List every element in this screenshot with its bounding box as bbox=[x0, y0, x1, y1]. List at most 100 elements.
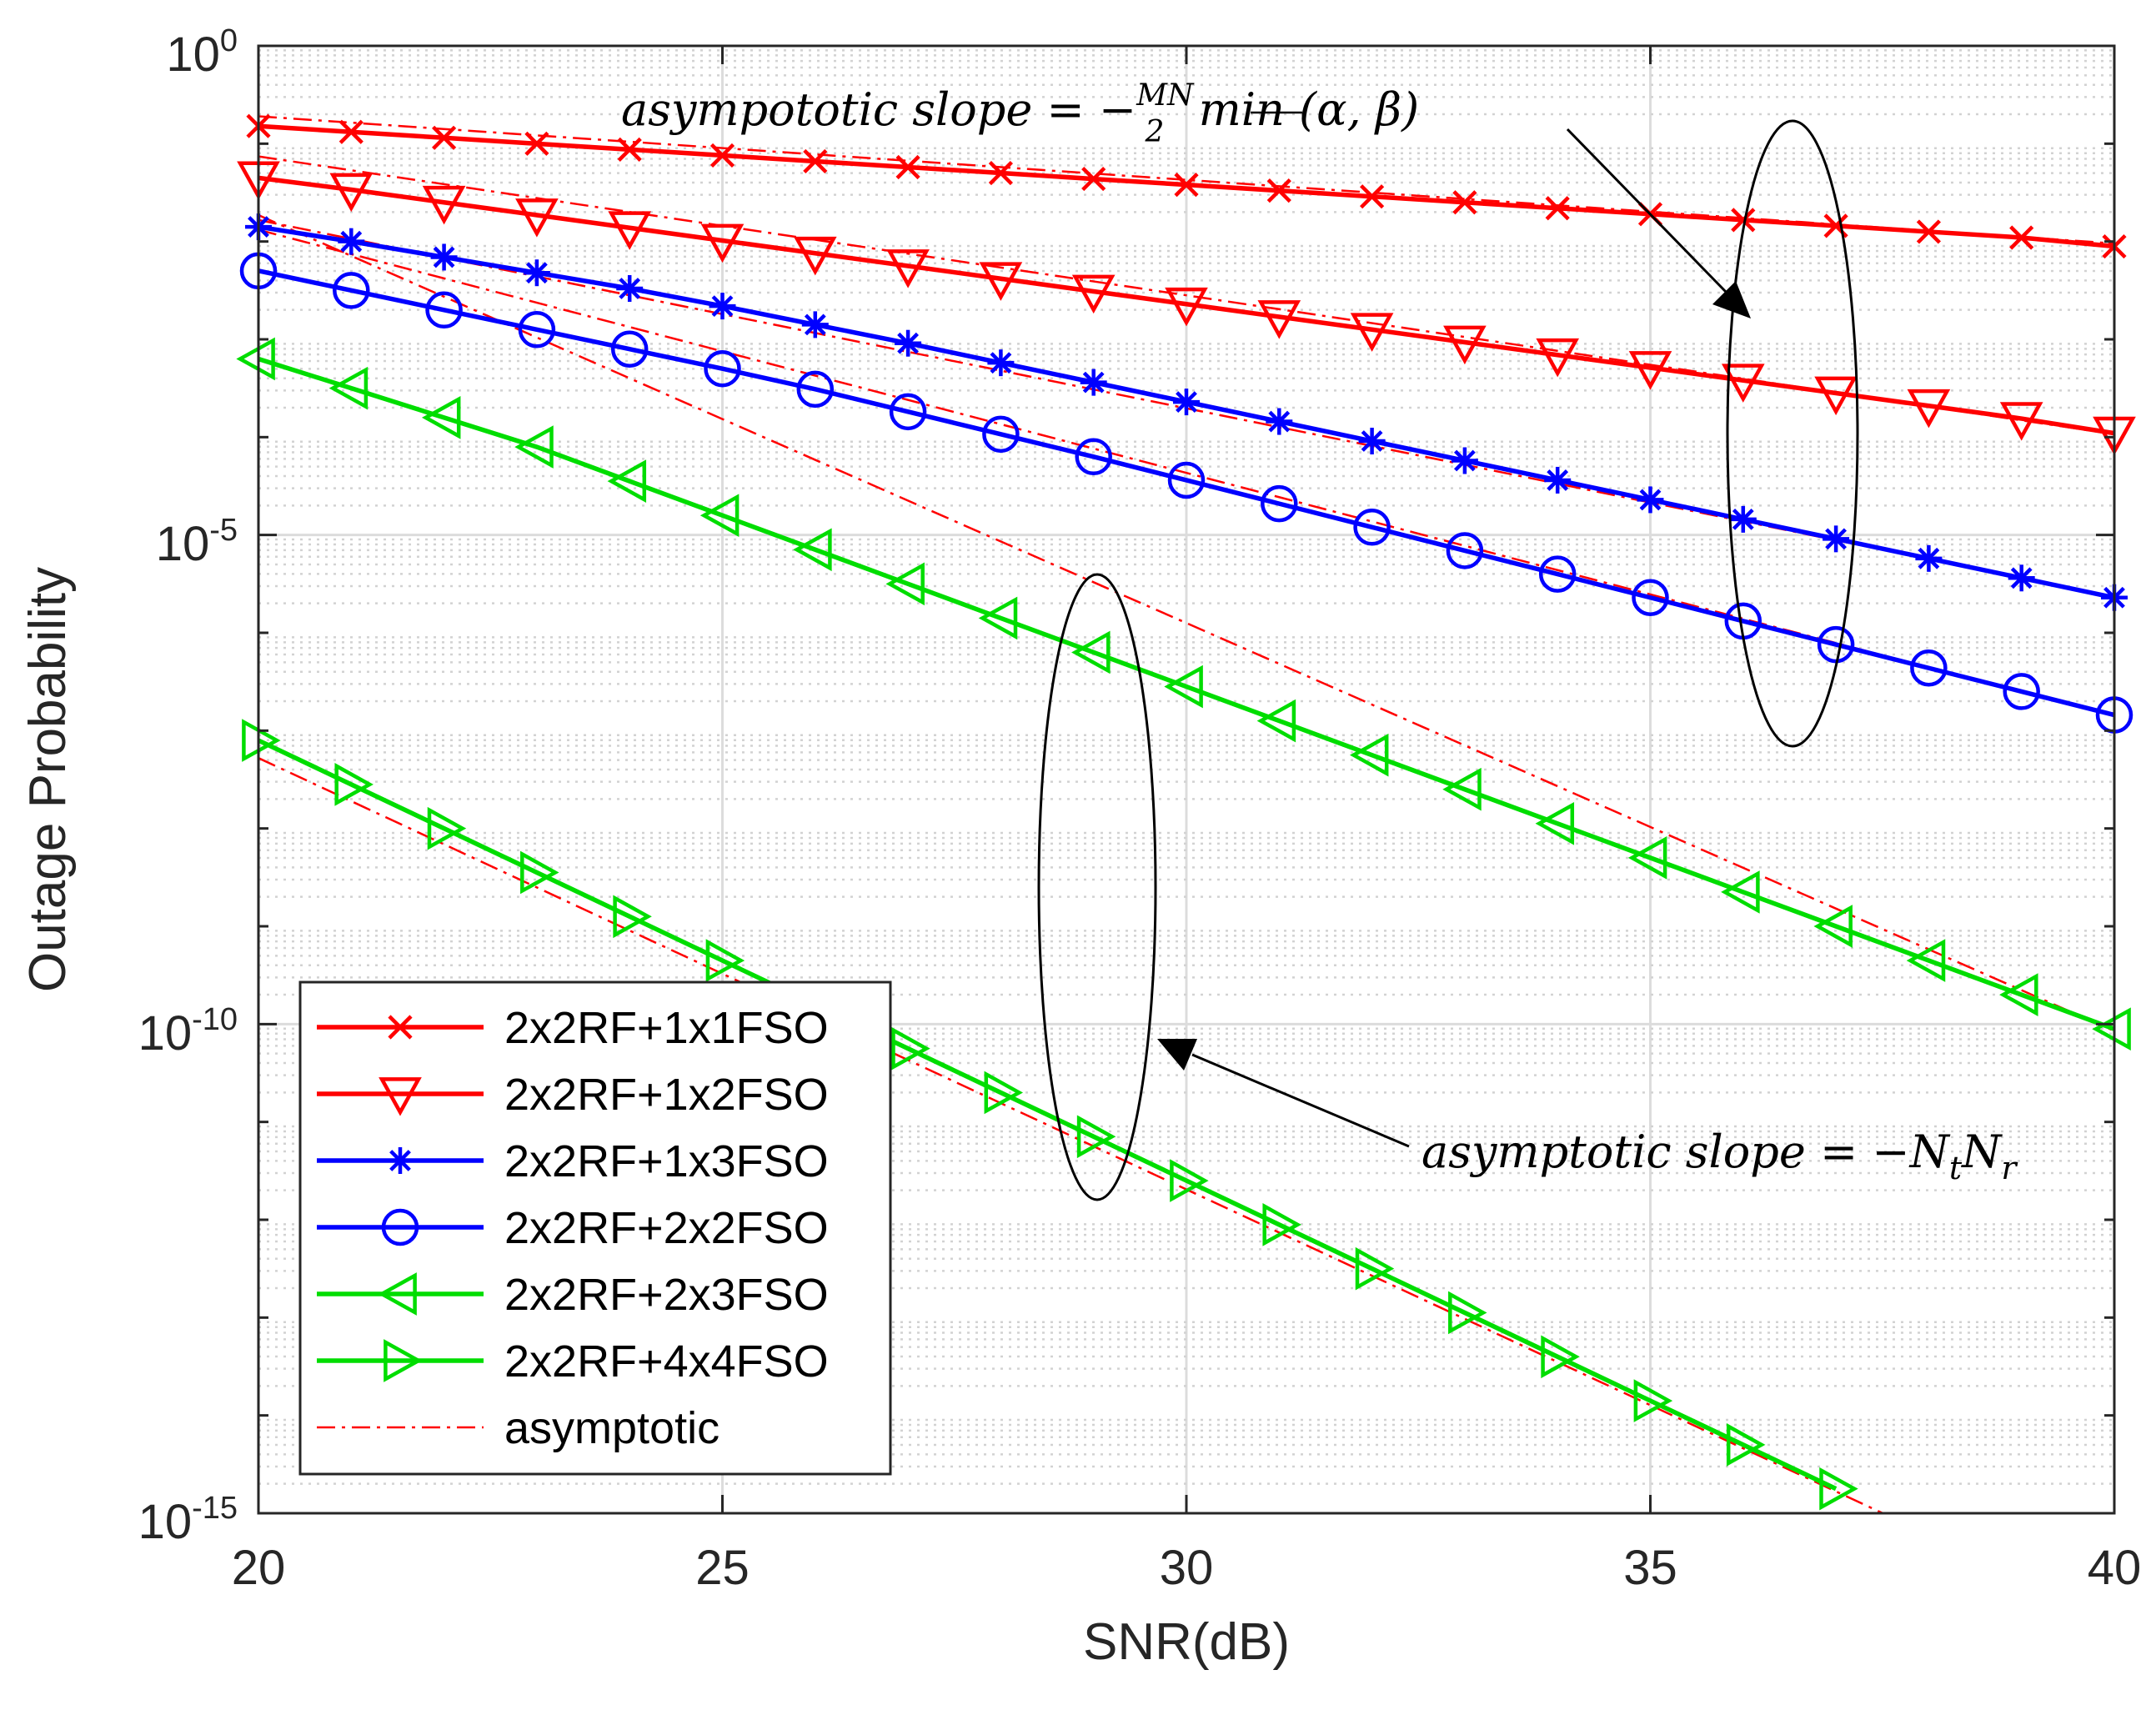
marker-shape bbox=[1721, 364, 1765, 403]
data-point bbox=[514, 425, 554, 469]
data-point bbox=[1726, 1423, 1766, 1467]
marker-stroke bbox=[1081, 166, 1106, 192]
marker-stroke bbox=[340, 230, 363, 253]
legend-label: asymptotic bbox=[504, 1403, 720, 1453]
series-2x2RF+1x2FSO bbox=[237, 161, 2136, 456]
data-point bbox=[1360, 184, 1385, 209]
data-point bbox=[421, 396, 461, 439]
marker-shape bbox=[699, 494, 740, 538]
data-point bbox=[1823, 525, 1850, 553]
data-point bbox=[1071, 630, 1111, 674]
lower-ellipse bbox=[1037, 573, 1157, 1201]
marker-stroke bbox=[1825, 528, 1848, 550]
data-point bbox=[1721, 870, 1760, 914]
x-tick-label: 25 bbox=[695, 1541, 750, 1595]
data-point bbox=[709, 143, 735, 168]
data-point bbox=[1541, 1335, 1580, 1379]
data-point bbox=[988, 160, 1013, 186]
marker-shape bbox=[1167, 461, 1206, 499]
y-tick-label: 10-5 bbox=[156, 513, 238, 571]
data-point bbox=[616, 274, 644, 302]
marker-shape bbox=[1536, 338, 1580, 378]
marker-stroke bbox=[525, 262, 548, 284]
marker-shape bbox=[1442, 767, 1482, 811]
data-point bbox=[1081, 166, 1106, 192]
marker-shape bbox=[1906, 939, 1946, 982]
marker-shape bbox=[1261, 484, 1298, 523]
data-point bbox=[803, 148, 828, 174]
marker-shape bbox=[1446, 532, 1484, 569]
legend-label: 2x2RF+1x3FSO bbox=[504, 1136, 829, 1186]
lower-slope-annotation: asymptotic slope = −NtNr bbox=[1421, 1126, 2018, 1186]
marker-shape bbox=[1443, 325, 1487, 365]
data-point bbox=[1627, 836, 1667, 880]
marker-stroke bbox=[711, 295, 734, 318]
axis-ticks bbox=[257, 44, 2116, 1515]
data-point bbox=[1632, 579, 1669, 617]
marker-stroke bbox=[433, 246, 455, 268]
data-point bbox=[610, 330, 649, 368]
marker-shape bbox=[984, 1071, 1024, 1115]
legend-entry: 2x2RF+2x3FSO bbox=[317, 1270, 829, 1320]
marker-shape bbox=[1813, 905, 1853, 948]
data-point bbox=[430, 243, 458, 271]
marker-shape bbox=[421, 396, 461, 439]
x-tick-label: 35 bbox=[1623, 1541, 1677, 1595]
marker-shape bbox=[1355, 1246, 1395, 1291]
data-point bbox=[1538, 555, 1577, 593]
series-2x2RF+1x3FSO bbox=[245, 213, 2128, 611]
marker-stroke bbox=[524, 131, 549, 156]
x-tick-label: 30 bbox=[1160, 1541, 1214, 1595]
legend-label: 2x2RF+2x2FSO bbox=[504, 1203, 829, 1253]
data-point bbox=[1350, 313, 1394, 352]
data-point bbox=[2003, 673, 2040, 710]
legend-entry: asymptotic bbox=[317, 1403, 720, 1453]
data-point bbox=[1633, 1379, 1673, 1422]
legend: 2x2RF+1x1FSO 2x2RF+1x2FSO 2x2RF+1x3FSO 2x2R… bbox=[298, 980, 892, 1476]
marker-shape bbox=[1256, 699, 1296, 743]
data-point bbox=[2092, 1007, 2131, 1051]
data-point bbox=[709, 293, 736, 320]
marker-stroke bbox=[1453, 449, 1476, 472]
data-point bbox=[1075, 438, 1112, 476]
marker-stroke bbox=[617, 137, 642, 162]
marker-shape bbox=[1349, 733, 1389, 777]
data-point bbox=[432, 125, 457, 150]
data-point bbox=[236, 337, 275, 381]
legend-marker bbox=[384, 1339, 423, 1382]
marker-shape bbox=[514, 425, 554, 469]
marker-shape bbox=[608, 211, 652, 250]
marker-shape bbox=[1257, 300, 1301, 339]
data-point bbox=[1167, 461, 1206, 499]
data-point bbox=[895, 329, 922, 357]
x-axis-title: SNR(dB) bbox=[1083, 1613, 1290, 1671]
marker-stroke bbox=[389, 1150, 411, 1171]
series-2x2RF+2x2FSO bbox=[239, 252, 2133, 734]
marker-shape bbox=[793, 236, 837, 276]
data-point bbox=[1170, 1159, 1209, 1202]
marker-stroke bbox=[338, 119, 364, 144]
data-point bbox=[2008, 564, 2035, 592]
marker-shape bbox=[518, 311, 556, 349]
data-point bbox=[704, 349, 741, 388]
data-point bbox=[1916, 219, 1941, 244]
marker-shape bbox=[378, 1272, 417, 1316]
marker-shape bbox=[1819, 1467, 1858, 1511]
data-point bbox=[1536, 338, 1580, 378]
marker-stroke bbox=[990, 352, 1012, 374]
marker-shape bbox=[379, 1077, 422, 1116]
data-point bbox=[1452, 190, 1477, 215]
data-point bbox=[984, 1071, 1024, 1115]
marker-stroke bbox=[2009, 225, 2034, 250]
marker-shape bbox=[607, 459, 647, 503]
marker-stroke bbox=[1639, 489, 1662, 511]
data-point bbox=[1266, 178, 1291, 203]
marker-shape bbox=[2003, 673, 2040, 710]
legend-entry: 2x2RF+1x2FSO bbox=[317, 1070, 829, 1120]
upper-slope-annotation: asympototic slope = −MN 2 min (α, β) bbox=[621, 78, 1419, 149]
data-point bbox=[334, 763, 374, 806]
marker-shape bbox=[796, 370, 835, 409]
marker-shape bbox=[1170, 1159, 1209, 1202]
data-point bbox=[1544, 466, 1572, 494]
